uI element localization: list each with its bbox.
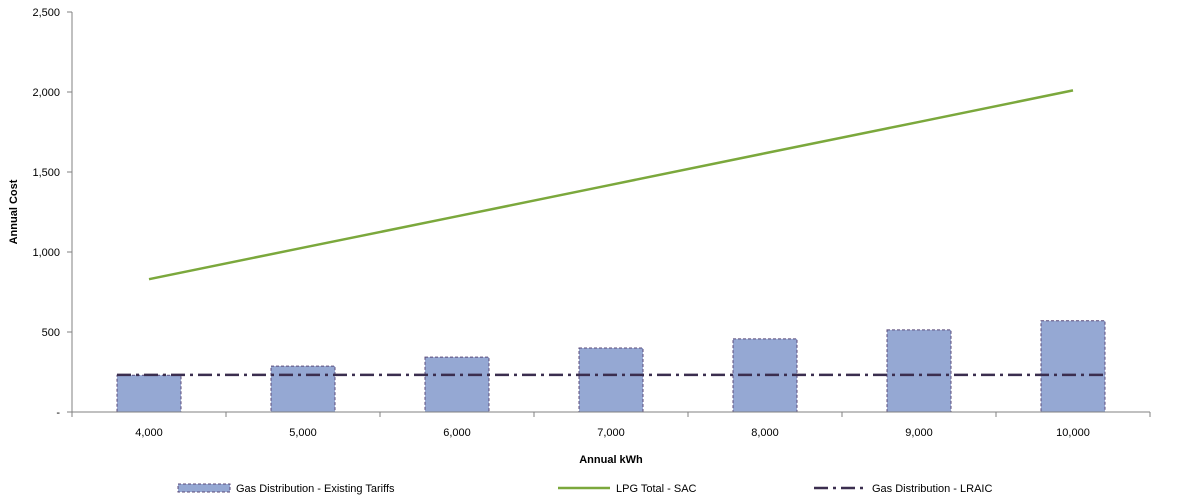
x-tick-label: 5,000 (289, 427, 317, 439)
y-tick-label: 2,000 (32, 87, 60, 99)
y-tick-label: 2,500 (32, 7, 60, 19)
series-line-lpg-total-sac (148, 89, 1074, 281)
y-axis-title: Annual Cost (8, 179, 20, 244)
y-tick-label: 1,000 (32, 247, 60, 259)
x-tick-label: 9,000 (905, 427, 933, 439)
bar (578, 347, 644, 413)
plot-area (116, 89, 1106, 413)
bar (116, 374, 182, 413)
legend-swatch-bar (177, 483, 231, 493)
x-tick-label: 8,000 (751, 427, 779, 439)
legend: Gas Distribution - Existing Tariffs LPG T… (177, 483, 992, 495)
bar (886, 329, 952, 413)
axes: - 500 1,000 1,500 2,000 2,500 4,000 5,000 6,000 7… (32, 7, 1151, 439)
legend-label: Gas Distribution - LRAIC (872, 483, 992, 495)
x-tick-label: 10,000 (1056, 427, 1090, 439)
bar (1040, 320, 1106, 413)
x-tick-label: 6,000 (443, 427, 471, 439)
x-axis-title: Annual kWh (579, 454, 643, 466)
legend-label: Gas Distribution - Existing Tariffs (236, 483, 395, 495)
y-tick-label: 1,500 (32, 167, 60, 179)
x-tick-label: 7,000 (597, 427, 625, 439)
legend-label: LPG Total - SAC (616, 483, 697, 495)
y-tick-label: 500 (42, 327, 60, 339)
y-tick-label: - (56, 407, 60, 419)
bar (270, 365, 336, 413)
x-tick-label: 4,000 (135, 427, 163, 439)
bar (424, 356, 490, 413)
